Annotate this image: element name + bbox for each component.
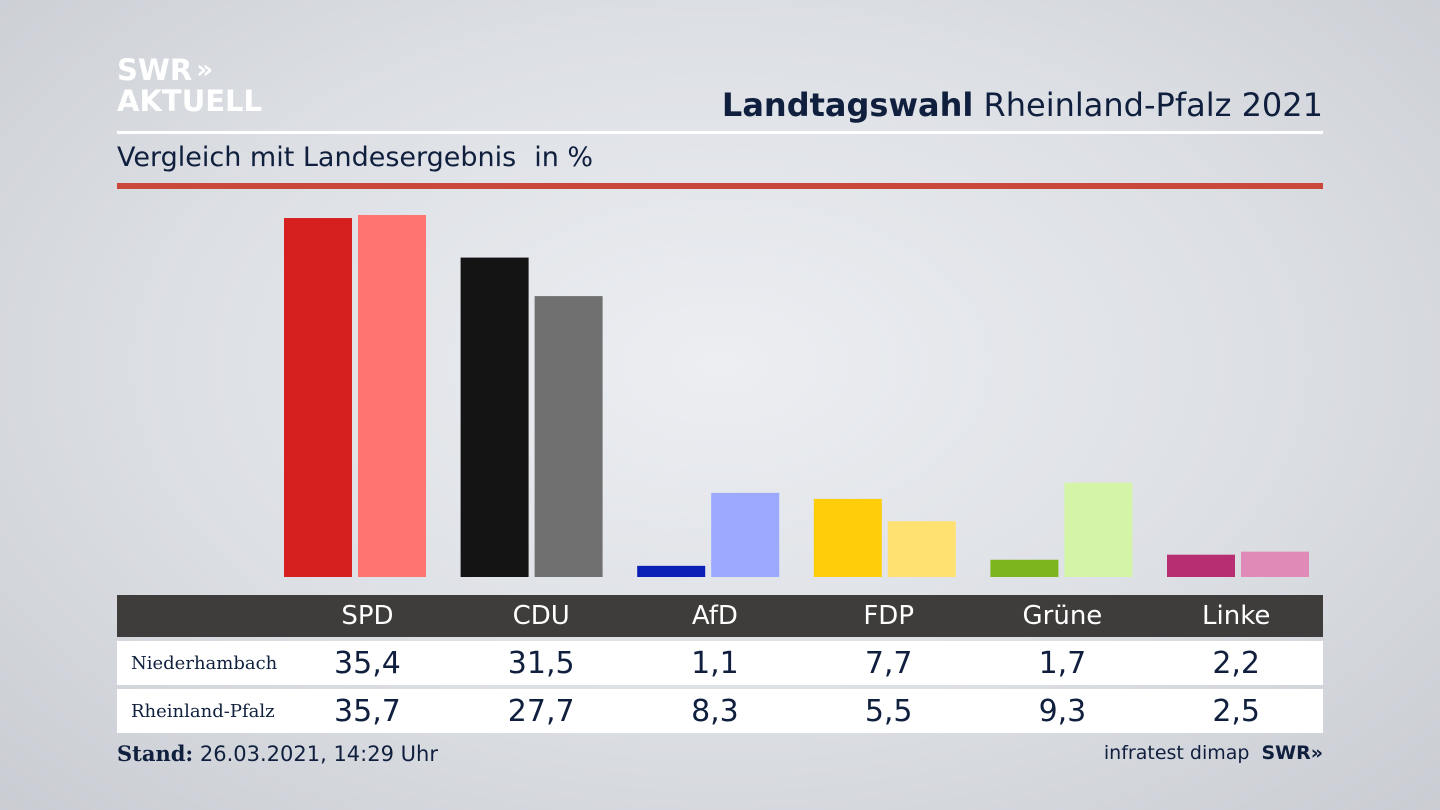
table-row: Rheinland-Pfalz 35,7 27,7 8,3 5,5 9,3 2,… bbox=[117, 689, 1323, 733]
stand-label: Stand: bbox=[117, 741, 194, 766]
header-cell: SPD bbox=[341, 601, 394, 631]
value-cell: 31,5 bbox=[507, 645, 575, 681]
bar-linke-local bbox=[1167, 554, 1235, 577]
bar-fdp-state bbox=[887, 521, 956, 577]
header-cell: CDU bbox=[512, 601, 570, 631]
header-divider bbox=[117, 131, 1323, 134]
bar-cdu-local bbox=[460, 257, 529, 577]
subtitle-unit: in % bbox=[534, 142, 594, 173]
header-cell: Linke bbox=[1202, 601, 1271, 631]
value-cell: 1,7 bbox=[1038, 645, 1087, 681]
bar-afd-state bbox=[711, 492, 780, 577]
swr-aktuell-logo: SWR» AKTUELL bbox=[117, 55, 262, 117]
bar-grne-state bbox=[1064, 482, 1133, 577]
accent-rule bbox=[117, 183, 1323, 189]
value-cell: 5,5 bbox=[864, 693, 913, 729]
source-credit: infratest dimap SWR» bbox=[1104, 742, 1323, 764]
value-cell: 35,4 bbox=[334, 645, 401, 681]
page-title: Landtagswahl Rheinland-Pfalz 2021 bbox=[722, 86, 1323, 124]
value-cell: 2,5 bbox=[1212, 693, 1261, 729]
table-row: Niederhambach 35,4 31,5 1,1 7,7 1,7 2,2 bbox=[117, 641, 1323, 685]
value-cell: 7,7 bbox=[864, 645, 913, 681]
results-table: SPD CDU AfD FDP Grüne Linke Niederhambac… bbox=[117, 595, 1323, 733]
logo-aktuell-text: AKTUELL bbox=[117, 84, 263, 118]
table-header: SPD CDU AfD FDP Grüne Linke bbox=[117, 595, 1323, 637]
subtitle-text: Vergleich mit Landesergebnis bbox=[117, 142, 517, 173]
row-label: Rheinland-Pfalz bbox=[131, 700, 275, 722]
bar-spd-local bbox=[284, 218, 352, 577]
logo-swr-text: SWR bbox=[117, 53, 193, 87]
value-cell: 9,3 bbox=[1038, 693, 1087, 729]
header-cell: FDP bbox=[863, 601, 914, 631]
bar-afd-local bbox=[637, 565, 706, 577]
value-cell: 27,7 bbox=[507, 693, 575, 729]
header-cell: Grüne bbox=[1022, 601, 1103, 631]
swr-logo-small: SWR» bbox=[1261, 742, 1323, 764]
source-text: infratest dimap bbox=[1103, 742, 1250, 764]
page-title-bold: Landtagswahl bbox=[721, 86, 974, 124]
value-cell: 35,7 bbox=[334, 693, 401, 729]
value-cell: 8,3 bbox=[691, 693, 739, 729]
bar-linke-state bbox=[1241, 551, 1309, 577]
bar-spd-state bbox=[358, 215, 426, 577]
bar-cdu-state bbox=[534, 296, 603, 577]
value-cell: 2,2 bbox=[1212, 645, 1261, 681]
bar-fdp-local bbox=[813, 498, 882, 577]
header-cell: AfD bbox=[691, 601, 738, 631]
bar-grne-local bbox=[990, 559, 1059, 577]
stand-value: 26.03.2021, 14:29 Uhr bbox=[193, 742, 438, 766]
value-cell: 1,1 bbox=[691, 645, 739, 681]
chart-subtitle: Vergleich mit Landesergebnis in % bbox=[117, 142, 593, 173]
row-label: Niederhambach bbox=[131, 652, 278, 674]
page-title-rest: Rheinland-Pfalz 2021 bbox=[973, 86, 1323, 124]
timestamp: Stand: 26.03.2021, 14:29 Uhr bbox=[117, 741, 438, 766]
